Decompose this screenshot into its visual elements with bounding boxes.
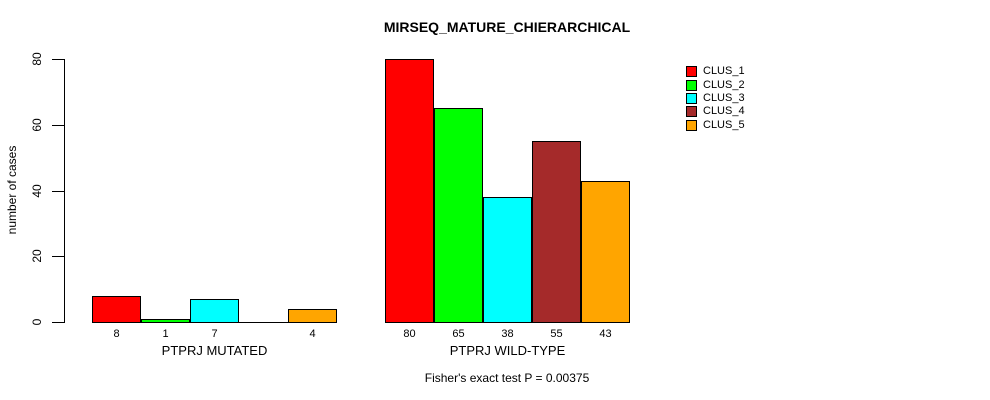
- footnote: Fisher's exact test P = 0.00375: [424, 371, 590, 385]
- bar-clus_3: [190, 299, 239, 323]
- y-axis-label: number of cases: [5, 145, 19, 235]
- y-axis-tick: [52, 59, 64, 60]
- x-group-label: PTPRJ MUTATED: [161, 343, 268, 358]
- legend-item: CLUS_2: [686, 78, 745, 91]
- bar-value-label: 65: [452, 328, 465, 340]
- legend-swatch: [686, 79, 697, 91]
- legend-label: CLUS_3: [703, 91, 745, 104]
- bar-clus_2: [141, 319, 190, 323]
- y-tick-label: 60: [30, 118, 44, 132]
- bar-clus_1: [92, 296, 141, 323]
- legend-swatch: [686, 119, 697, 131]
- legend-swatch: [686, 106, 697, 118]
- y-axis-line: [64, 59, 65, 323]
- legend-item: CLUS_3: [686, 92, 745, 105]
- legend-label: CLUS_5: [703, 118, 745, 131]
- y-axis-tick: [52, 256, 64, 257]
- bar-value-label: 80: [403, 328, 416, 340]
- x-group-label: PTPRJ WILD-TYPE: [449, 343, 566, 358]
- bar-value-label: 4: [309, 328, 316, 340]
- y-tick-label: 0: [30, 318, 44, 326]
- legend-item: CLUS_4: [686, 105, 745, 118]
- y-tick-label: 40: [30, 184, 44, 198]
- legend-label: CLUS_1: [703, 65, 745, 78]
- y-tick-label: 80: [30, 52, 44, 66]
- bar-clus_4-zero: [239, 322, 289, 323]
- bar-value-label: 1: [162, 328, 169, 340]
- legend-swatch: [686, 66, 697, 78]
- bar-clus_4: [532, 141, 581, 323]
- bar-value-label: 38: [501, 328, 514, 340]
- legend-item: CLUS_1: [686, 65, 745, 78]
- bar-value-label: 7: [211, 328, 218, 340]
- bar-value-label: 43: [599, 328, 612, 340]
- legend-label: CLUS_4: [703, 105, 745, 118]
- y-tick-label: 20: [30, 249, 44, 263]
- y-axis-tick: [52, 322, 64, 323]
- bar-clus_1: [385, 59, 434, 323]
- bar-value-label: 55: [550, 328, 563, 340]
- legend: CLUS_1 CLUS_2 CLUS_3 CLUS_4 CLUS_5: [686, 65, 745, 132]
- bar-clus_3: [483, 197, 532, 323]
- bar-clus_5: [581, 181, 630, 323]
- bar-clus_2: [434, 108, 483, 323]
- y-axis-tick: [52, 191, 64, 192]
- legend-item: CLUS_5: [686, 119, 745, 132]
- bar-value-label: 8: [113, 328, 120, 340]
- y-axis-tick: [52, 125, 64, 126]
- legend-swatch: [686, 92, 697, 104]
- bar-clus_5: [288, 309, 337, 323]
- chart-title: MIRSEQ_MATURE_CHIERARCHICAL: [383, 19, 631, 35]
- legend-label: CLUS_2: [703, 78, 745, 91]
